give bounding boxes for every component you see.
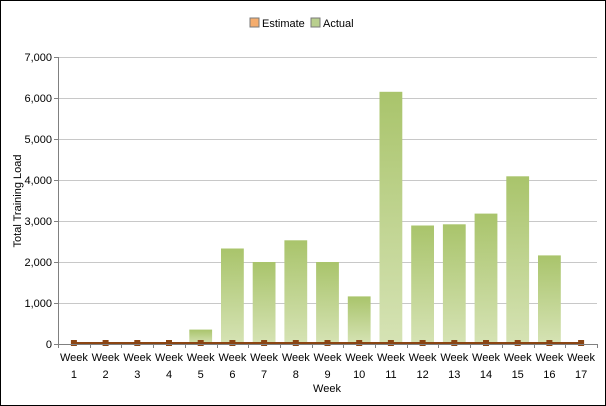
estimate-point (197, 340, 204, 346)
legend-swatch-actual (310, 17, 321, 28)
x-tick-label-number: 3 (134, 369, 140, 381)
x-tick-label-word: Week (155, 352, 183, 364)
estimate-point (419, 340, 426, 346)
estimate-point (102, 340, 109, 346)
legend-label-estimate: Estimate (262, 18, 305, 30)
gridlines (58, 57, 597, 304)
x-tick-label-word: Week (504, 352, 532, 364)
x-tick-label-word: Week (345, 352, 373, 364)
estimate-point (166, 340, 172, 346)
estimate-point (451, 340, 458, 346)
x-tick-label-number: 16 (543, 369, 555, 381)
y-tick-label: 5,000 (24, 134, 52, 146)
estimate-point (261, 340, 268, 346)
estimate-point (356, 340, 363, 346)
x-tick-label-word: Week (472, 352, 500, 364)
x-tick-label-number: 6 (229, 369, 235, 381)
y-tick-labels: 0 1,000 2,000 3,000 4,000 5,000 6,000 7,000 (24, 52, 52, 351)
estimate-point (546, 340, 553, 346)
x-tick-label-word: Week (250, 352, 278, 364)
x-tick-label-word: Week (282, 352, 310, 364)
x-tick-label-number: 17 (575, 369, 587, 381)
x-tick-label-word: Week (92, 352, 120, 364)
x-tick-label-number: 14 (480, 369, 492, 381)
bar (474, 213, 498, 344)
x-tick-label-number: 15 (512, 369, 524, 381)
bar (411, 225, 434, 344)
y-tick-label: 1,000 (24, 298, 52, 310)
x-axis-label: Week (313, 383, 341, 395)
x-tick-label-word: Week (409, 352, 437, 364)
y-tick-label: 2,000 (24, 257, 52, 269)
x-tick-label-number: 5 (198, 369, 204, 381)
estimate-point (483, 340, 489, 346)
x-tick-label-number: 12 (416, 369, 428, 381)
x-tick-label-word: Week (187, 352, 215, 364)
x-tick-label-number: 10 (353, 369, 365, 381)
axes (54, 57, 598, 348)
bar (379, 91, 403, 344)
x-tick-label-word: Week (440, 352, 468, 364)
x-tick-label-word: Week (218, 352, 246, 364)
x-tick-label-word: Week (377, 352, 405, 364)
y-tick-label: 4,000 (24, 175, 52, 187)
x-tick-label-number: 9 (324, 369, 330, 381)
legend-label-actual: Actual (323, 18, 354, 30)
bar (442, 224, 466, 344)
x-tick-label-number: 1 (71, 369, 77, 381)
legend: Estimate Actual (249, 17, 354, 30)
x-tick-label-number: 8 (293, 369, 299, 381)
bar (316, 262, 339, 344)
y-tick-label: 0 (46, 339, 52, 351)
estimate-point (387, 340, 394, 346)
legend-swatch-estimate (249, 17, 260, 28)
x-tick-labels: Week 1 Week 2 Week 3 Week 4 Week 5 Week 6 Week 7 Week 8… (60, 352, 596, 381)
bar (221, 248, 244, 344)
bar (506, 176, 530, 344)
x-tick-label-number: 2 (103, 369, 109, 381)
bars (189, 91, 561, 344)
estimate-point (70, 340, 77, 346)
x-tick-label-number: 13 (448, 369, 460, 381)
x-tick-label-number: 4 (166, 369, 172, 381)
y-tick-label: 3,000 (24, 216, 52, 228)
x-tick-label-word: Week (123, 352, 151, 364)
x-tick-label-word: Week (60, 352, 88, 364)
y-axis-label: Total Training Load (12, 155, 24, 248)
estimate-point (578, 340, 585, 346)
x-tick-label-number: 11 (385, 369, 396, 381)
bar (284, 240, 308, 344)
x-tick-label-word: Week (535, 352, 563, 364)
bar (538, 255, 561, 344)
estimate-point (514, 340, 521, 346)
estimate-point (292, 340, 299, 346)
estimate-point (134, 340, 141, 346)
x-tick-label-word: Week (314, 352, 342, 364)
y-tick-label: 6,000 (24, 93, 52, 105)
y-tick-label: 7,000 (24, 52, 52, 64)
bar (252, 262, 276, 344)
bar (347, 296, 371, 344)
bar (189, 329, 213, 344)
x-tick-label-number: 7 (261, 369, 267, 381)
estimate-line (70, 340, 585, 346)
x-tick-label-word: Week (567, 352, 595, 364)
estimate-point (229, 340, 236, 346)
estimate-point (324, 340, 331, 346)
